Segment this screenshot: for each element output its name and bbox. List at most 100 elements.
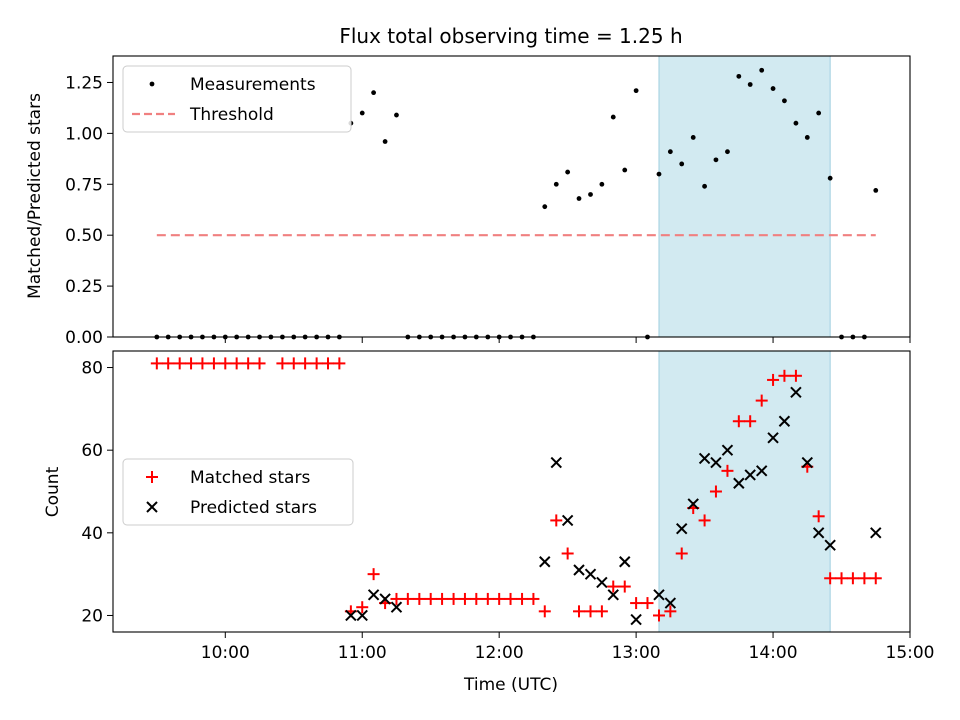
matched-star-point (595, 605, 608, 618)
matched-star-point (641, 597, 654, 610)
matched-star-point (744, 415, 757, 428)
matched-star-point (481, 592, 494, 605)
matched-star-point (436, 592, 449, 605)
x-tick-label: 12:00 (475, 643, 524, 663)
ratio-panel-frame (112, 55, 911, 338)
measurement-point (599, 181, 605, 187)
measurement-point (747, 82, 753, 87)
count-panel-frame (112, 350, 911, 633)
matched-star-point (230, 357, 243, 370)
matched-star-point (573, 605, 586, 618)
matched-star-point (504, 592, 517, 605)
measurement-point (690, 135, 696, 140)
predicted-star-point (390, 601, 403, 613)
matched-star-point (869, 572, 882, 585)
matched-star-point (253, 357, 266, 370)
predicted-star-point (630, 613, 642, 626)
predicted-star-point (573, 564, 585, 576)
predicted-star-point (698, 452, 711, 465)
predicted-star-point (367, 589, 380, 601)
count-y-tick-label: 80 (81, 359, 103, 379)
matched-star-point (664, 605, 677, 618)
legend-threshold-label: Threshold (189, 105, 274, 125)
count-y-tick-label: 60 (81, 441, 103, 461)
count-shaded-region (658, 350, 831, 633)
matched-star-point (846, 572, 859, 585)
predicted-star-point (356, 609, 368, 622)
predicted-star-point (550, 456, 562, 469)
legend-measurements-label: Measurements (190, 75, 316, 95)
matched-star-point (527, 592, 540, 605)
matched-star-point (721, 464, 734, 477)
predicted-star-point (539, 556, 551, 568)
matched-star-point (276, 357, 289, 370)
measurement-point (565, 169, 571, 175)
measurement-point (873, 187, 879, 193)
count-panel: 20 40 60 80 10:00 11:00 12:00 13:00 14:00 15:00 C… (43, 350, 935, 695)
matched-star-point (207, 357, 220, 370)
measurement-point (827, 175, 833, 181)
legend-predicted-label: Predicted stars (190, 498, 317, 518)
matched-star-point (755, 394, 768, 407)
measurement-point (394, 112, 399, 118)
predicted-star-point (584, 568, 597, 580)
matched-star-point (424, 592, 437, 605)
matched-star-point (789, 369, 802, 382)
predicted-star-point (755, 465, 768, 477)
measurement-point (793, 120, 799, 126)
matched-star-point (447, 592, 460, 605)
predicted-star-point (721, 444, 734, 456)
measurement-point (588, 192, 593, 197)
x-axis-label: Time (UTC) (463, 675, 558, 695)
measurement-point (804, 135, 810, 140)
matched-star-point (162, 357, 175, 370)
measurement-point (679, 161, 685, 167)
measurement-point (553, 181, 559, 187)
matched-star-point (516, 592, 529, 605)
ratio-y-tick-label: 0.25 (65, 277, 103, 297)
ratio-legend-box (122, 65, 352, 133)
matched-star-point (356, 601, 369, 614)
matched-star-point (413, 592, 426, 605)
predicted-star-point (710, 456, 722, 469)
matched-star-point (367, 568, 380, 581)
matched-star-point (824, 572, 837, 585)
legend-predicted-marker (146, 501, 158, 513)
matched-star-point (150, 357, 163, 370)
matched-star-point (173, 357, 186, 370)
predicted-star-point (790, 386, 802, 399)
measurement-point (770, 86, 776, 91)
predicted-star-point (778, 415, 791, 427)
count-legend-box (122, 458, 354, 526)
predicted-star-point (812, 527, 825, 539)
matched-star-point (321, 357, 334, 370)
x-tick-label: 13:00 (612, 643, 661, 663)
predicted-star-point (345, 609, 357, 622)
predicted-star-point (619, 556, 631, 568)
ratio-y-tick-label: 1.25 (65, 73, 103, 93)
x-tick-label: 15:00 (886, 643, 935, 663)
measurement-point (816, 110, 822, 116)
chart-title: Flux total observing time = 1.25 h (339, 24, 682, 48)
matched-star-point (675, 547, 688, 560)
measurement-point (713, 157, 719, 163)
predicted-star-point (561, 514, 574, 527)
matched-star-point (401, 592, 414, 605)
measurement-point (622, 167, 628, 173)
measurement-point (371, 90, 376, 96)
matched-star-point (185, 357, 198, 370)
predicted-star-point (767, 432, 779, 444)
legend-measurements-marker (149, 81, 155, 87)
legend-matched-label: Matched stars (190, 468, 310, 488)
matched-star-point (607, 580, 620, 593)
ratio-y-tick-label: 1.00 (65, 124, 103, 144)
matched-star-point (630, 597, 643, 610)
measurement-point (359, 110, 365, 116)
matched-star-point (299, 357, 312, 370)
ratio-y-tick-label: 0.50 (65, 226, 103, 246)
measurement-point (382, 139, 388, 144)
measurement-point (542, 204, 548, 210)
matched-star-point (584, 605, 597, 618)
ratio-shaded-region (658, 55, 831, 338)
